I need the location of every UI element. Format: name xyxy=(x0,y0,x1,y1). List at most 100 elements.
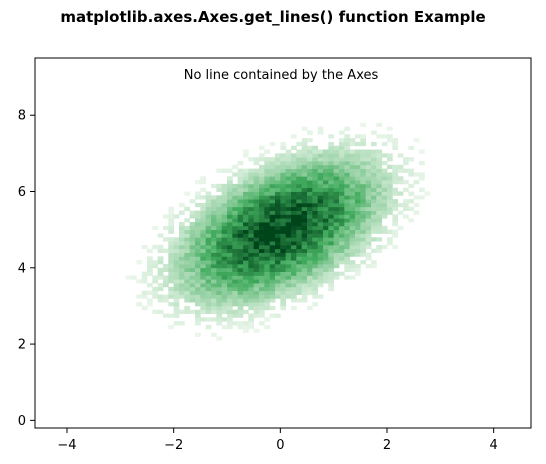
histogram-cell xyxy=(200,317,207,322)
histogram-cell xyxy=(253,199,260,204)
histogram-cell xyxy=(376,183,383,189)
histogram-cell xyxy=(296,225,303,231)
histogram-cell xyxy=(317,256,324,261)
histogram-cell xyxy=(371,153,377,158)
histogram-cell xyxy=(248,199,255,204)
histogram-cell xyxy=(333,214,340,219)
histogram-cell xyxy=(195,222,201,227)
histogram-cell xyxy=(371,206,377,211)
histogram-cell xyxy=(381,199,388,204)
histogram-cell xyxy=(221,290,228,295)
histogram-cell xyxy=(205,286,212,292)
histogram-cell xyxy=(227,237,233,242)
histogram-cell xyxy=(317,149,324,154)
histogram-cell xyxy=(355,141,361,147)
histogram-cell xyxy=(349,191,356,196)
histogram-cell xyxy=(248,183,255,189)
histogram-cell xyxy=(237,321,244,326)
histogram-cell xyxy=(184,256,191,261)
histogram-cell xyxy=(195,225,201,231)
histogram-cell xyxy=(301,149,308,154)
histogram-cell xyxy=(237,160,244,166)
histogram-cell xyxy=(291,225,297,231)
histogram-cell xyxy=(131,275,137,280)
histogram-cell xyxy=(317,248,324,253)
axes-frame xyxy=(34,57,532,429)
histogram-cell xyxy=(237,294,244,299)
histogram-cell xyxy=(232,267,239,272)
histogram-cell xyxy=(147,271,153,276)
histogram-cell xyxy=(392,206,399,211)
histogram-cell xyxy=(333,199,340,204)
histogram-cell xyxy=(168,271,175,276)
histogram-cell xyxy=(227,218,233,223)
histogram-cell xyxy=(243,176,249,181)
histogram-cell xyxy=(232,290,239,295)
histogram-cell xyxy=(403,202,409,208)
histogram-cell xyxy=(248,180,255,185)
histogram-cell xyxy=(387,126,393,131)
histogram-cell xyxy=(307,180,313,185)
histogram-cell xyxy=(195,256,201,261)
histogram-cell xyxy=(291,229,297,234)
histogram-cell xyxy=(360,206,367,211)
histogram-cell xyxy=(317,191,324,196)
histogram-cell xyxy=(387,229,393,234)
histogram-cell xyxy=(328,149,335,154)
histogram-cell xyxy=(264,286,271,292)
histogram-cell xyxy=(269,305,276,311)
histogram-cell xyxy=(323,187,329,192)
histogram-cell xyxy=(296,153,303,158)
histogram-cell xyxy=(163,294,169,299)
histogram-cell xyxy=(301,180,308,185)
histogram-cell xyxy=(360,157,367,162)
histogram-cell xyxy=(376,195,383,200)
histogram-cell xyxy=(333,275,340,280)
histogram-cell xyxy=(365,252,372,257)
histogram-cell xyxy=(307,267,313,272)
histogram-cell xyxy=(365,160,372,166)
histogram-cell xyxy=(200,260,207,265)
histogram-cell xyxy=(360,237,367,242)
histogram-cell xyxy=(360,233,367,238)
histogram-cell xyxy=(280,233,287,238)
histogram-cell xyxy=(291,199,297,204)
histogram-cell xyxy=(189,225,196,231)
histogram-cell xyxy=(301,263,308,269)
histogram-cell xyxy=(419,176,425,181)
histogram-cell xyxy=(227,325,233,330)
histogram-cell xyxy=(173,244,180,250)
histogram-cell xyxy=(232,309,239,314)
histogram-cell xyxy=(264,267,271,272)
histogram-cell xyxy=(275,267,281,272)
histogram-cell xyxy=(243,279,249,284)
histogram-cell xyxy=(349,138,356,143)
histogram-cell xyxy=(376,176,383,181)
histogram-cell xyxy=(259,241,265,246)
histogram-cell xyxy=(291,252,297,257)
histogram-cell xyxy=(184,286,191,292)
histogram-cell xyxy=(360,225,367,231)
histogram-cell xyxy=(195,191,201,196)
histogram-cell xyxy=(259,183,265,189)
histogram-cell xyxy=(344,233,351,238)
histogram-cell xyxy=(269,248,276,253)
histogram-cell xyxy=(264,279,271,284)
histogram-cell xyxy=(253,256,260,261)
histogram-cell xyxy=(328,229,335,234)
histogram-cell xyxy=(397,176,404,181)
histogram-cell xyxy=(147,298,153,303)
histogram-cell xyxy=(243,275,249,280)
histogram-cell xyxy=(264,191,271,196)
histogram-cell xyxy=(307,149,313,154)
histogram-cell xyxy=(291,237,297,242)
histogram-cell xyxy=(328,168,335,173)
histogram-cell xyxy=(141,275,148,280)
histogram-cell xyxy=(323,214,329,219)
histogram-cell xyxy=(392,187,399,192)
histogram-cell xyxy=(285,183,292,189)
histogram-cell xyxy=(323,153,329,158)
histogram-cell xyxy=(264,168,271,173)
histogram-cell xyxy=(259,279,265,284)
histogram-cell xyxy=(312,248,319,253)
